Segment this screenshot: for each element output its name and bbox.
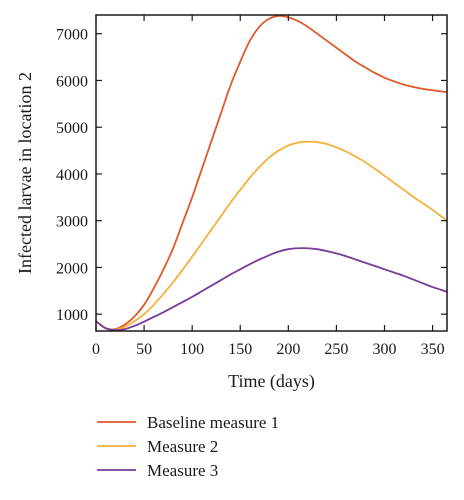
- y-tick-label: 7000: [56, 27, 88, 44]
- x-tick-label: 0: [92, 341, 100, 358]
- legend-label-1: Baseline measure 1: [147, 413, 279, 432]
- legend-label-3: Measure 3: [147, 461, 218, 480]
- x-axis: 0 50 100 150 200 250 300 350: [92, 15, 445, 358]
- y-tick-label: 1000: [56, 307, 88, 324]
- x-tick-label: 200: [276, 341, 300, 358]
- y-tick-label: 6000: [56, 73, 88, 90]
- y-axis: 1000 2000 3000 4000 5000 6000 7000: [56, 27, 447, 324]
- x-tick-label: 250: [324, 341, 348, 358]
- y-tick-label: 4000: [56, 167, 88, 184]
- y-tick-label: 5000: [56, 120, 88, 137]
- plot-area: [95, 14, 448, 332]
- legend-label-2: Measure 2: [147, 437, 218, 456]
- y-tick-label: 2000: [56, 260, 88, 277]
- series-line-3: [95, 247, 448, 332]
- x-tick-label: 100: [180, 341, 204, 358]
- plot-frame: [95, 14, 448, 332]
- series-line-1: [95, 14, 448, 331]
- x-tick-label: 150: [228, 341, 252, 358]
- y-axis-label: Infected larvae in location 2: [15, 72, 35, 274]
- series-line-2: [95, 140, 448, 331]
- legend: Baseline measure 1 Measure 2 Measure 3: [97, 413, 279, 480]
- x-tick-label: 50: [136, 341, 152, 358]
- x-tick-label: 300: [372, 341, 396, 358]
- x-axis-label: Time (days): [228, 371, 315, 392]
- y-tick-label: 3000: [56, 214, 88, 231]
- x-tick-label: 350: [421, 341, 445, 358]
